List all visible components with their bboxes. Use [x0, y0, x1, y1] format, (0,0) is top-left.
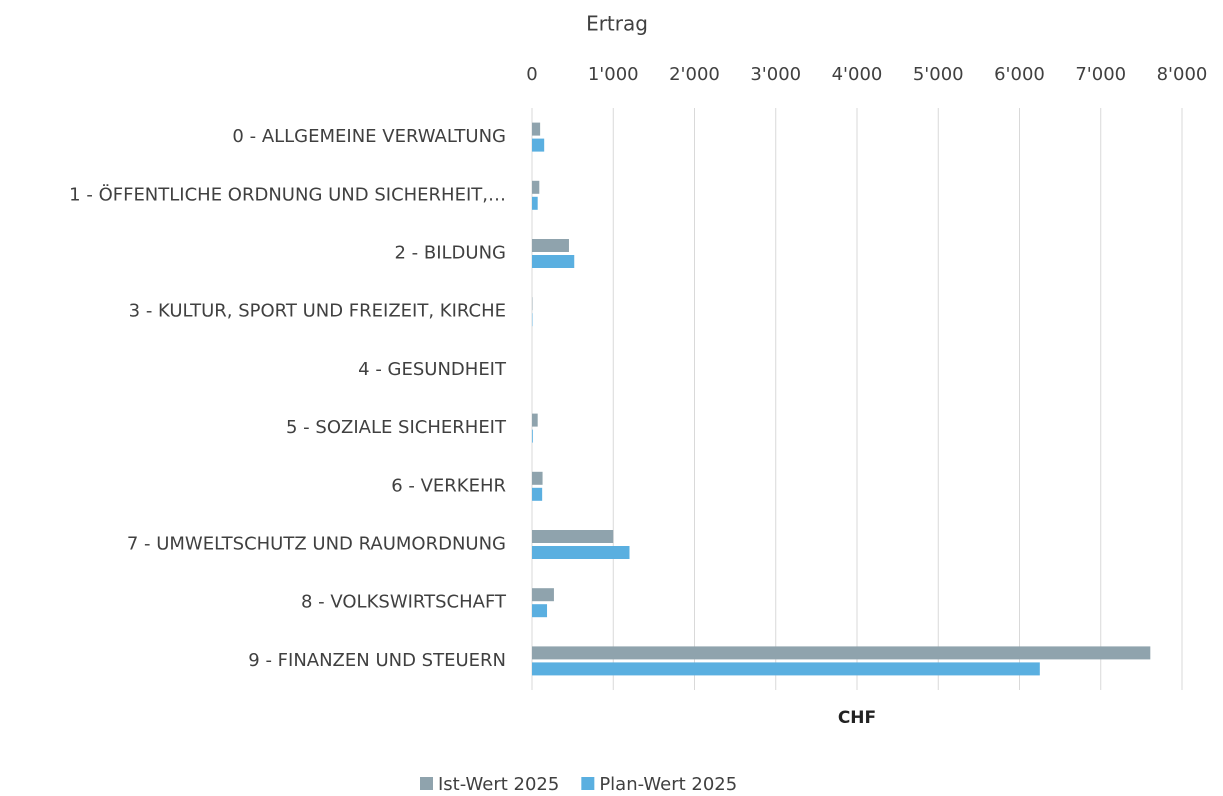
y-tick-label: 4 - GESUNDHEIT	[358, 359, 507, 380]
x-tick-label: 5'000	[913, 64, 964, 85]
y-tick-label: 5 - SOZIALE SICHERHEIT	[286, 417, 507, 438]
y-tick-label: 9 - FINANZEN UND STEUERN	[248, 650, 506, 671]
x-tick-label: 1'000	[588, 64, 639, 85]
bar	[532, 122, 541, 136]
bar	[532, 180, 540, 194]
bar	[532, 662, 1040, 676]
legend-label: Plan-Wert 2025	[599, 774, 737, 795]
chart-title: Ertrag	[586, 12, 648, 36]
bar	[532, 530, 614, 543]
x-axis-label: CHF	[838, 708, 876, 728]
bar	[532, 429, 533, 443]
bar	[532, 588, 554, 602]
x-tick-label: 0	[526, 64, 537, 85]
bar	[532, 546, 630, 559]
x-tick-label: 6'000	[994, 64, 1045, 85]
legend-swatch	[420, 777, 433, 790]
bar	[532, 604, 548, 618]
bar	[532, 138, 545, 152]
x-tick-label: 8'000	[1157, 64, 1208, 85]
legend-swatch	[581, 777, 595, 790]
x-tick-label: 7'000	[1075, 64, 1126, 85]
x-tick-label: 3'000	[750, 64, 801, 85]
y-tick-label: 3 - KULTUR, SPORT UND FREIZEIT, KIRCHE	[129, 301, 506, 322]
x-tick-label: 2'000	[669, 64, 720, 85]
y-tick-label: 8 - VOLKSWIRTSCHAFT	[301, 592, 507, 613]
x-tick-label: 4'000	[832, 64, 883, 85]
bar	[532, 196, 538, 210]
y-tick-label: 0 - ALLGEMEINE VERWALTUNG	[232, 126, 506, 147]
bar	[532, 239, 569, 252]
y-tick-label: 1 - ÖFFENTLICHE ORDNUNG UND SICHERHEIT,…	[69, 183, 506, 205]
bar	[532, 255, 575, 268]
bar	[532, 413, 538, 427]
legend-label: Ist-Wert 2025	[438, 774, 559, 795]
y-tick-label: 2 - BILDUNG	[394, 243, 506, 264]
bar	[532, 646, 1151, 660]
bar	[532, 487, 543, 501]
bar	[532, 471, 543, 485]
y-tick-label: 6 - VERKEHR	[391, 475, 506, 496]
y-tick-label: 7 - UMWELTSCHUTZ UND RAUMORDNUNG	[127, 534, 506, 555]
